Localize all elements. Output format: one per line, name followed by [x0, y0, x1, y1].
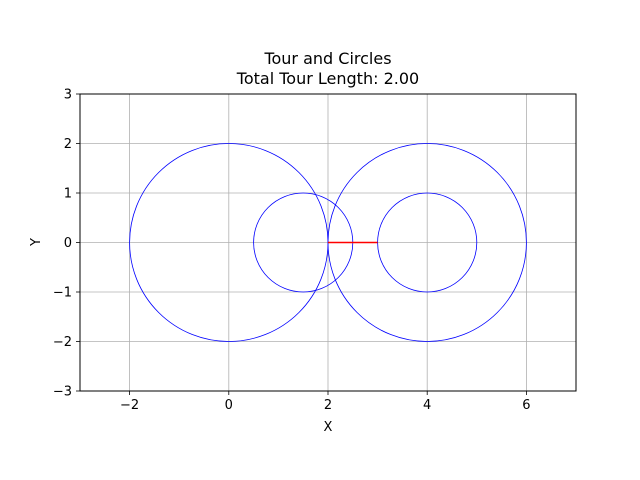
y-tick-label: 2	[64, 137, 72, 152]
y-tick-label: 1	[64, 187, 72, 202]
y-tick-label: 0	[64, 236, 72, 251]
x-tick-label: 4	[423, 398, 431, 413]
x-axis-label: X	[324, 420, 333, 435]
x-tick-label: 2	[324, 398, 332, 413]
chart-subtitle: Total Tour Length: 2.00	[236, 69, 419, 88]
x-tick-label: 0	[225, 398, 233, 413]
y-tick-label: −3	[53, 385, 72, 400]
y-tick-label: 3	[64, 88, 72, 103]
x-tick-label: 6	[522, 398, 530, 413]
y-axis-ticks: −3 −2 −1 0 1 2 3	[53, 88, 80, 400]
y-tick-label: −2	[53, 335, 72, 350]
x-axis-ticks: −2 0 2 4 6	[120, 391, 531, 413]
x-tick-label: −2	[120, 398, 139, 413]
chart-title: Tour and Circles	[263, 49, 391, 68]
y-axis-label: Y	[29, 238, 44, 247]
y-tick-label: −1	[53, 286, 72, 301]
